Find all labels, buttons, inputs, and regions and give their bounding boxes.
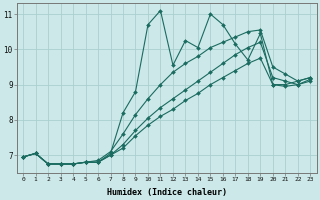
X-axis label: Humidex (Indice chaleur): Humidex (Indice chaleur) bbox=[107, 188, 227, 197]
